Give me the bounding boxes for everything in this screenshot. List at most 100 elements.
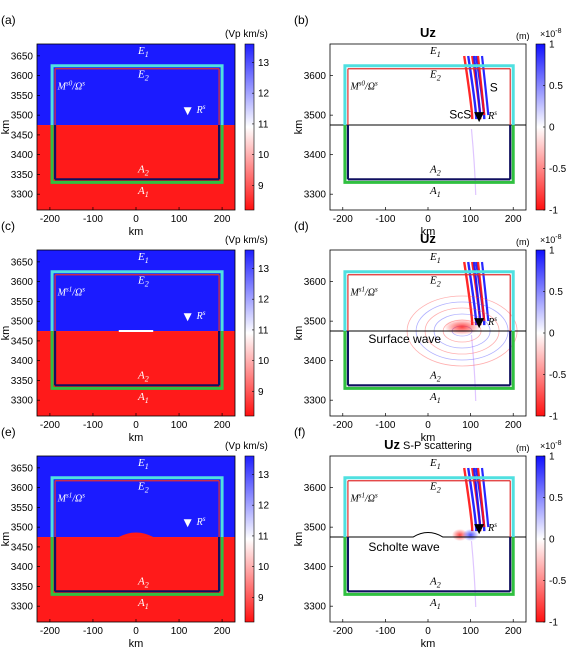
label-a1: A1 xyxy=(137,185,149,199)
x-tick-label: -100 xyxy=(83,626,103,637)
interface-bump xyxy=(118,532,154,538)
transmitted-wave xyxy=(470,540,477,608)
upper-layer-fill xyxy=(37,250,235,332)
colorbar-tick-label: 9 xyxy=(258,593,264,604)
panel-title: Uz xyxy=(420,231,436,246)
label-a2: A2 xyxy=(137,575,149,589)
x-axis-label: km xyxy=(421,226,436,238)
receiver-marker xyxy=(474,524,485,535)
x-tick-label: 200 xyxy=(214,626,231,637)
colorbar-tick-label: 9 xyxy=(258,387,264,398)
colorbar-tick-label: -1 xyxy=(549,412,558,423)
upper-boundary-cyan xyxy=(50,270,224,332)
wavefront-s xyxy=(476,261,486,322)
y-tick-label: 3350 xyxy=(11,376,34,387)
colorbar-exponent: ×10-8 xyxy=(540,440,562,451)
x-tick-label: 0 xyxy=(425,626,431,637)
colorbar-tick-label: 0 xyxy=(549,329,555,340)
upper-boundary-red-sides xyxy=(347,274,511,332)
label-receiver: Rs xyxy=(487,315,497,328)
label-receiver: Rs xyxy=(196,103,206,116)
colorbar-tick-label: 13 xyxy=(258,264,270,275)
y-tick-label: 3600 xyxy=(304,483,327,494)
y-tick-label: 3300 xyxy=(11,190,34,201)
x-tick-label: 0 xyxy=(133,626,139,637)
colorbar-tick-label: 0.5 xyxy=(549,287,563,298)
y-axis-label: km xyxy=(293,326,305,341)
colorbar-tick-label: 13 xyxy=(258,470,270,481)
surface-wave-energy xyxy=(444,319,481,336)
colorbar-tick-label: 12 xyxy=(258,89,270,100)
y-tick-label: 3550 xyxy=(11,297,34,308)
colorbar-tick-label: -1 xyxy=(549,618,558,629)
colorbar-tick-label: 1 xyxy=(549,246,555,257)
upper-boundary-red-sides xyxy=(347,480,511,538)
lower-layer-fill xyxy=(37,537,235,622)
x-tick-label: -200 xyxy=(333,214,353,225)
x-tick-label: 100 xyxy=(171,214,188,225)
phase-label-surface-wave: Surface wave xyxy=(368,332,441,346)
colorbar xyxy=(244,249,255,417)
phase-label-scs: ScS xyxy=(449,107,471,121)
label-receiver: Rs xyxy=(196,309,206,322)
colorbar-label: (m) xyxy=(516,443,530,453)
y-tick-label: 3300 xyxy=(304,396,327,407)
y-tick-label: 3550 xyxy=(11,91,34,102)
y-tick-label: 3500 xyxy=(11,317,34,328)
x-tick-label: 100 xyxy=(171,626,188,637)
x-tick-label: 200 xyxy=(214,214,231,225)
y-axis-label: km xyxy=(0,326,12,341)
colorbar xyxy=(244,43,255,211)
upper-boundary-cyan xyxy=(50,476,224,538)
label-e2: E2 xyxy=(137,69,149,83)
wavefront-s xyxy=(480,261,490,322)
x-tick-label: -100 xyxy=(375,626,395,637)
upper-boundary-red-sides xyxy=(54,274,220,332)
upper-boundary-cyan xyxy=(343,476,515,538)
label-m-omega: Ms1/Ωs xyxy=(57,285,86,298)
panel-tag: (e) xyxy=(1,425,16,439)
label-e1: E1 xyxy=(137,251,149,265)
x-tick-label: -200 xyxy=(40,420,60,431)
x-tick-label: -200 xyxy=(333,420,353,431)
y-tick-label: 3650 xyxy=(11,463,34,474)
label-m-omega: Ms1/Ωs xyxy=(349,285,378,298)
upper-boundary-cyan xyxy=(50,64,224,126)
receiver-marker xyxy=(474,112,485,123)
x-tick-label: -100 xyxy=(375,214,395,225)
colorbar-label: (m) xyxy=(516,31,530,41)
colorbar xyxy=(244,455,255,623)
x-axis-label: km xyxy=(421,638,436,650)
colorbar-tick-label: 11 xyxy=(258,119,269,130)
colorbar-tick-label: 1 xyxy=(549,452,555,463)
x-tick-label: 100 xyxy=(462,420,479,431)
label-e2: E2 xyxy=(429,481,441,495)
colorbar-tick-label: 0 xyxy=(549,535,555,546)
label-a1: A1 xyxy=(429,391,441,405)
x-tick-label: 0 xyxy=(425,420,431,431)
y-tick-label: 3650 xyxy=(11,257,34,268)
lower-boundary-navy xyxy=(346,331,512,387)
label-receiver: Rs xyxy=(196,515,206,528)
x-tick-label: -200 xyxy=(333,626,353,637)
wavefront-s xyxy=(480,467,490,528)
upper-boundary-red-sides xyxy=(54,480,220,538)
y-tick-label: 3350 xyxy=(11,170,34,181)
y-axis-label: km xyxy=(293,120,305,135)
panel-tag: (a) xyxy=(1,13,16,27)
lower-boundary-green xyxy=(50,537,224,596)
colorbar-tick-label: 13 xyxy=(258,58,270,69)
colorbar-exponent: ×10-8 xyxy=(540,28,562,39)
transmitted-wave xyxy=(470,334,477,402)
colorbar-tick-label: 10 xyxy=(258,356,270,367)
y-tick-label: 3350 xyxy=(11,582,34,593)
colorbar-tick-label: 0.5 xyxy=(549,493,563,504)
colorbar-tick-label: 9 xyxy=(258,181,264,192)
colorbar-label: (Vp km/s) xyxy=(225,235,268,246)
panel-tag: (d) xyxy=(294,219,309,233)
label-m-omega: Ms1/Ωs xyxy=(349,491,378,504)
x-axis-label: km xyxy=(129,638,144,650)
wavefront-s xyxy=(472,467,482,528)
label-m-omega: Ms0/Ωs xyxy=(57,79,86,92)
